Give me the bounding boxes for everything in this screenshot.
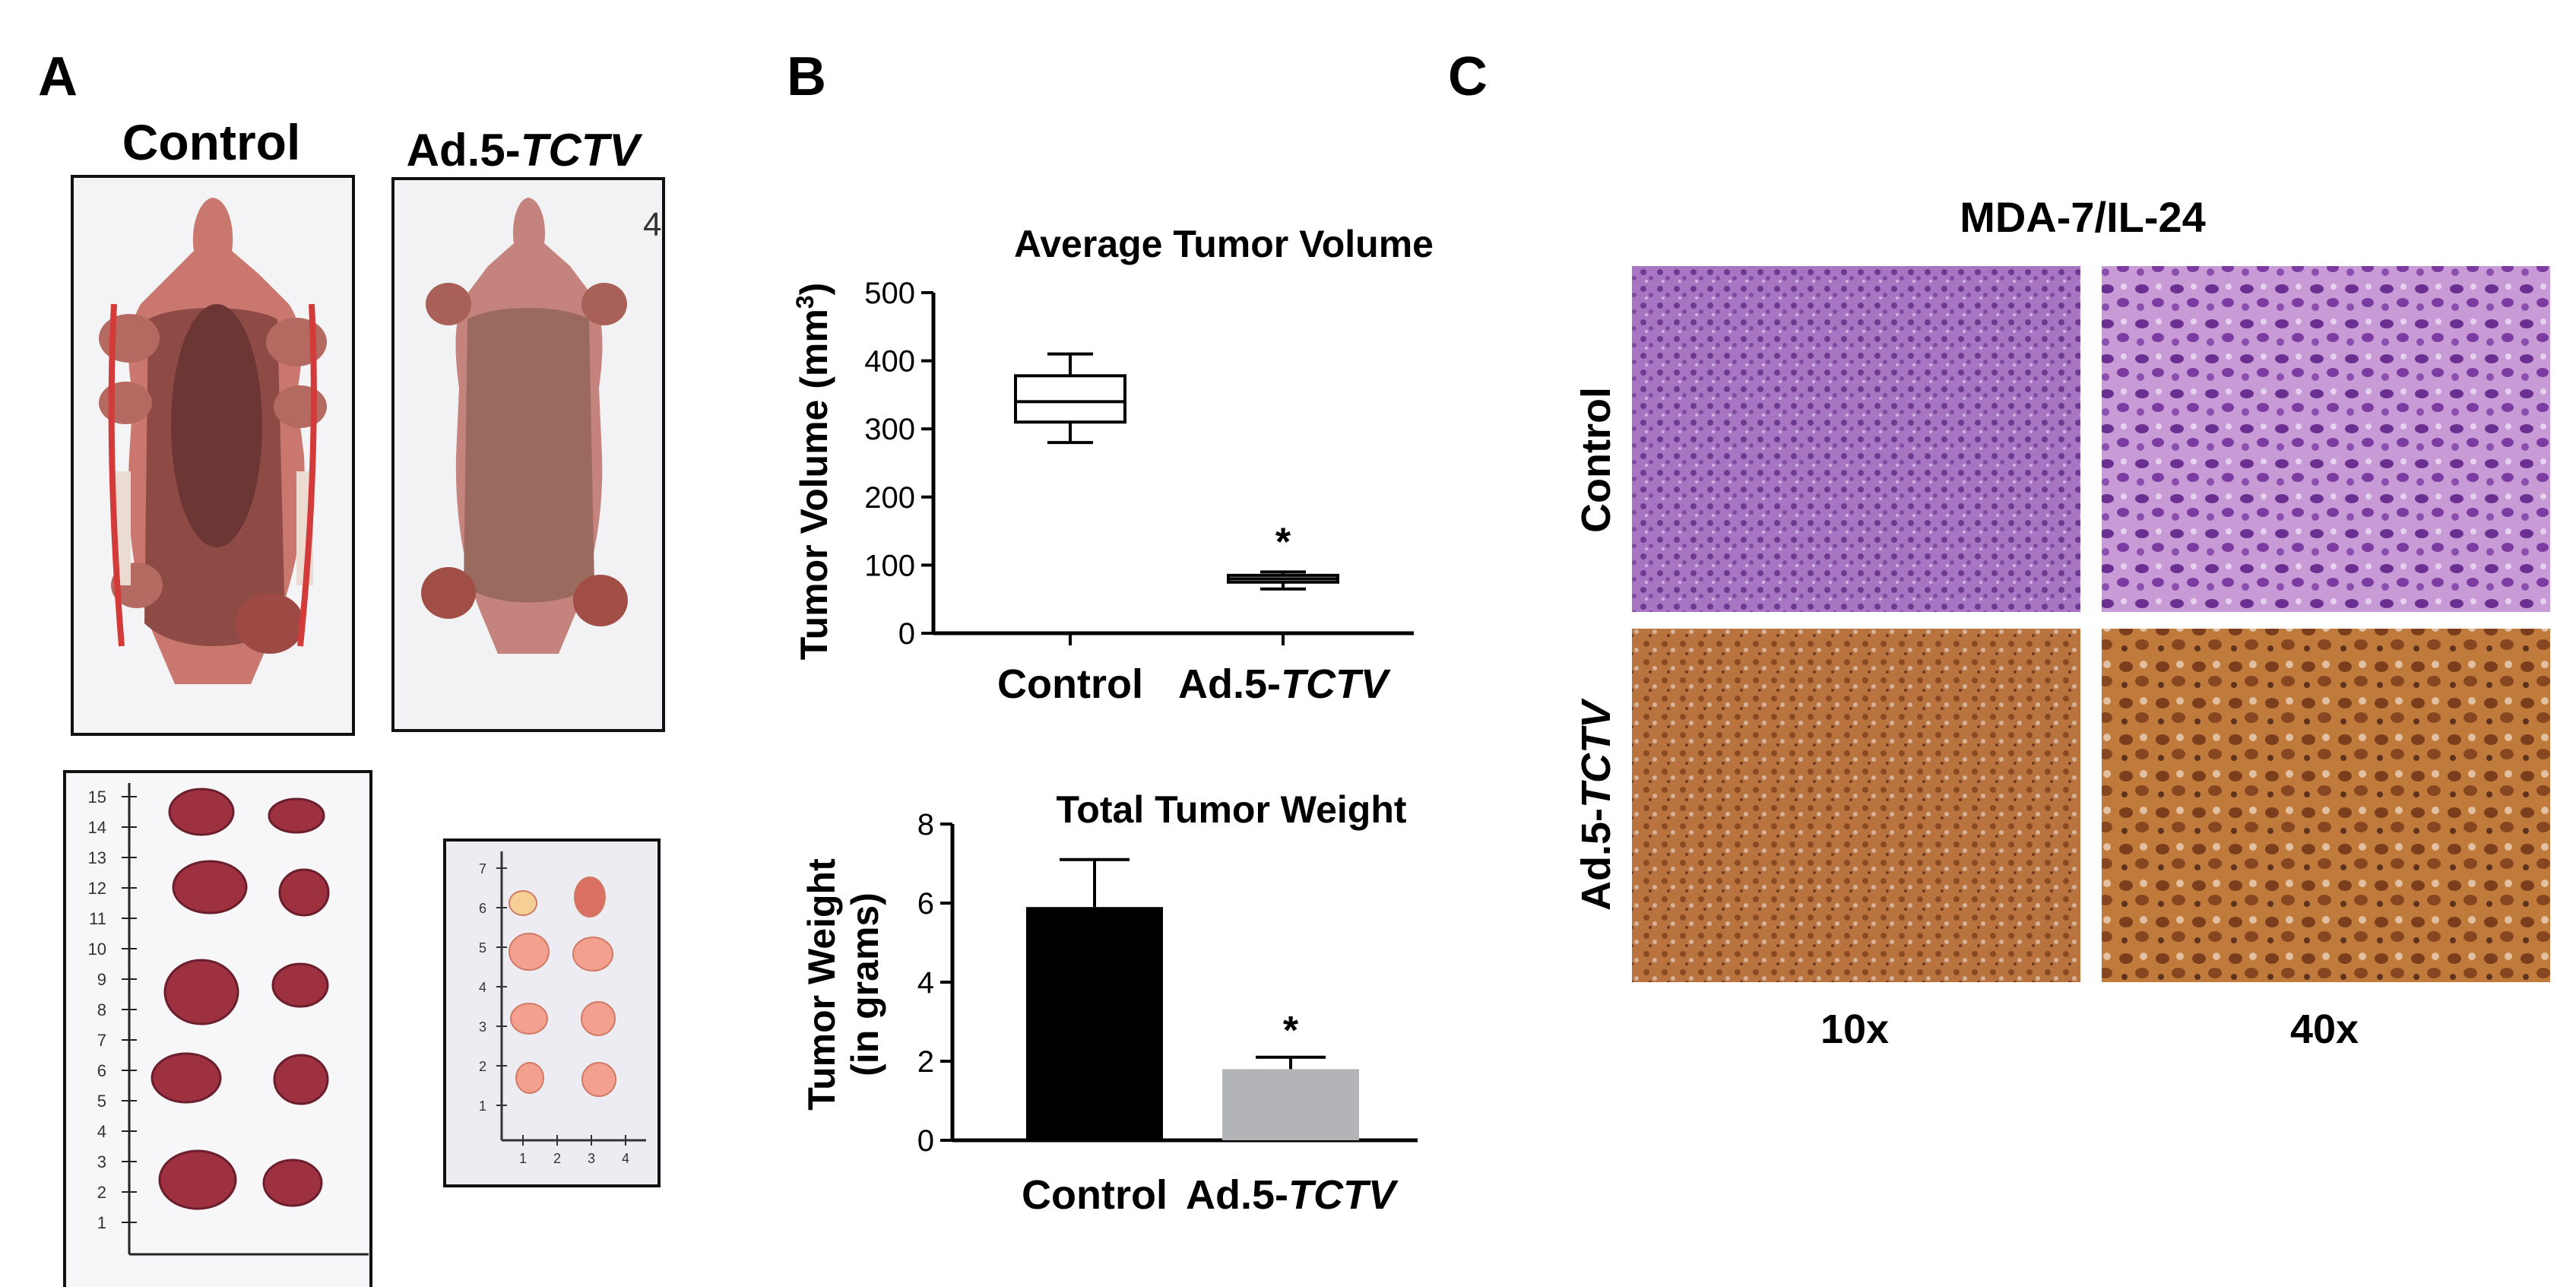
ruler-tick-label: 11	[89, 909, 106, 928]
ruler-tick-label: 15	[88, 788, 106, 807]
ruler-tick-label: 9	[97, 970, 106, 989]
ruler-tick-label: 7	[97, 1031, 106, 1050]
box-plot-y-tick-label: 200	[864, 481, 915, 515]
bar-chart-marks: *	[1026, 857, 1359, 1140]
column-label-40x: 40x	[2290, 1006, 2359, 1052]
bar-chart-x-labels: Control Ad.5-TCTV	[1022, 1172, 1399, 1218]
ruler-tick-label: 4	[622, 1151, 629, 1166]
row-label-treatment: Ad.5-TCTV	[1573, 698, 1619, 911]
ruler-tick-label: 14	[88, 818, 106, 837]
panel-a-letter: A	[38, 46, 78, 107]
box-plot-y-ticks: 0 100 200 300 400 500	[864, 277, 933, 651]
box-plot-y-tick-label: 100	[864, 549, 915, 582]
micrograph-treatment-10x	[1632, 629, 2080, 982]
ruler-tick-label: 2	[553, 1151, 561, 1166]
ruler-tick-label: 6	[479, 901, 486, 916]
ruler-tick-label: 5	[479, 940, 486, 956]
ruler-tick-label: 2	[97, 1183, 106, 1202]
box-plot-chart: Average Tumor Volume Tumor Volume (mm3) …	[791, 223, 1434, 707]
bar-chart-x-label: Control	[1022, 1172, 1168, 1218]
bar-chart-y-ticks: 0 2 4 6 8	[917, 808, 952, 1158]
box-iqr	[1014, 374, 1126, 424]
bar-chart-y-axis-label-line2: (in grams)	[844, 892, 886, 1076]
bar-chart-x-label: Ad.5-TCTV	[1186, 1172, 1399, 1218]
bar-chart-y-tick-label: 0	[917, 1124, 934, 1158]
ruler-tick-label: 4	[479, 980, 486, 995]
treated-tumors-ruler-photo: 7 6 5 4 3 2 1 1 2 3 4	[443, 838, 661, 1187]
ruler-tick-label: 6	[97, 1061, 106, 1080]
ruler-right-ticks: 7 6 5 4 3 2 1 1 2 3 4	[479, 861, 629, 1166]
significance-star: *	[1283, 1009, 1299, 1053]
box-plot-x-label: Control	[997, 661, 1143, 707]
panel-c-letter: C	[1448, 46, 1488, 107]
bar-chart-y-tick-label: 2	[917, 1045, 934, 1079]
bar-chart: Total Tumor Weight Tumor Weight (in gram…	[800, 788, 1418, 1218]
ruler-tick-label: 2	[479, 1059, 486, 1074]
box-plot-axes	[931, 293, 1414, 645]
mouse-photo-number: 4	[643, 206, 661, 243]
panel-a-control-label: Control	[122, 114, 301, 170]
micrograph-control-10x	[1632, 266, 2080, 612]
panel-c-title: MDA-7/IL-24	[1960, 193, 2206, 241]
micrograph-treatment-40x	[2102, 629, 2550, 982]
panel-b-letter: B	[787, 46, 826, 107]
box-plot-marks: *	[1014, 352, 1339, 591]
box-plot-y-tick-label: 400	[864, 345, 915, 379]
ruler-left-ticks: 15 14 13 12 11 10 9 8 7 6 5 4 3 2 1	[88, 788, 137, 1232]
bar-chart-y-tick-label: 6	[917, 887, 934, 921]
box-plot-x-label: Ad.5-TCTV	[1178, 661, 1391, 707]
ruler-tick-label: 1	[97, 1213, 106, 1232]
ruler-tick-label: 3	[479, 1019, 486, 1035]
box-plot-y-axis-label: Tumor Volume (mm3)	[791, 283, 835, 661]
box-plot-y-tick-label: 300	[864, 413, 915, 446]
micrograph-control-40x	[2102, 266, 2550, 612]
bar-chart-y-axis-label-line1: Tumor Weight	[800, 858, 843, 1111]
row-label-control: Control	[1573, 387, 1619, 533]
ruler-tick-label: 10	[88, 940, 106, 959]
box-plot-x-labels: Control Ad.5-TCTV	[997, 661, 1391, 707]
ruler-tick-label: 13	[88, 848, 106, 867]
bar	[1222, 1069, 1359, 1140]
treated-mouse-photo: 4	[391, 177, 665, 732]
ruler-tick-label: 1	[479, 1098, 486, 1114]
column-label-10x: 10x	[1820, 1006, 1889, 1052]
panel-a-treatment-label: Ad.5-TCTV	[407, 125, 644, 176]
ruler-tick-label: 5	[97, 1092, 106, 1111]
bar-chart-title: Total Tumor Weight	[1056, 788, 1406, 831]
box-plot-y-tick-label: 0	[898, 617, 915, 651]
bar	[1026, 907, 1163, 1140]
ruler-tick-label: 4	[97, 1122, 106, 1141]
ruler-tick-label: 1	[519, 1151, 527, 1166]
control-mouse-photo	[71, 175, 355, 736]
bar-chart-y-tick-label: 4	[917, 966, 934, 1000]
box-plot-title: Average Tumor Volume	[1014, 223, 1434, 265]
ruler-tick-label: 3	[97, 1152, 106, 1171]
ruler-tick-label: 3	[588, 1151, 595, 1166]
box-plot-y-tick-label: 500	[864, 277, 915, 310]
significance-star: *	[1275, 520, 1291, 564]
bar-chart-y-tick-label: 8	[917, 808, 934, 842]
ruler-tick-label: 7	[479, 861, 486, 876]
ruler-tick-label: 12	[88, 879, 106, 898]
control-tumors-ruler-photo: 15 14 13 12 11 10 9 8 7 6 5 4 3 2 1	[63, 770, 372, 1287]
ruler-tick-label: 8	[97, 1000, 106, 1019]
